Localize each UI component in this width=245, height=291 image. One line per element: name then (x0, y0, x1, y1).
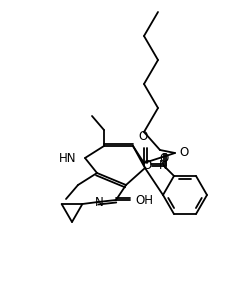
Text: O: O (179, 146, 188, 159)
Text: N: N (159, 159, 167, 173)
Text: N: N (95, 196, 103, 208)
Text: HN: HN (59, 152, 76, 164)
Text: O: O (159, 152, 169, 166)
Text: OH: OH (135, 194, 153, 207)
Text: O: O (138, 130, 148, 143)
Text: O: O (142, 159, 152, 173)
